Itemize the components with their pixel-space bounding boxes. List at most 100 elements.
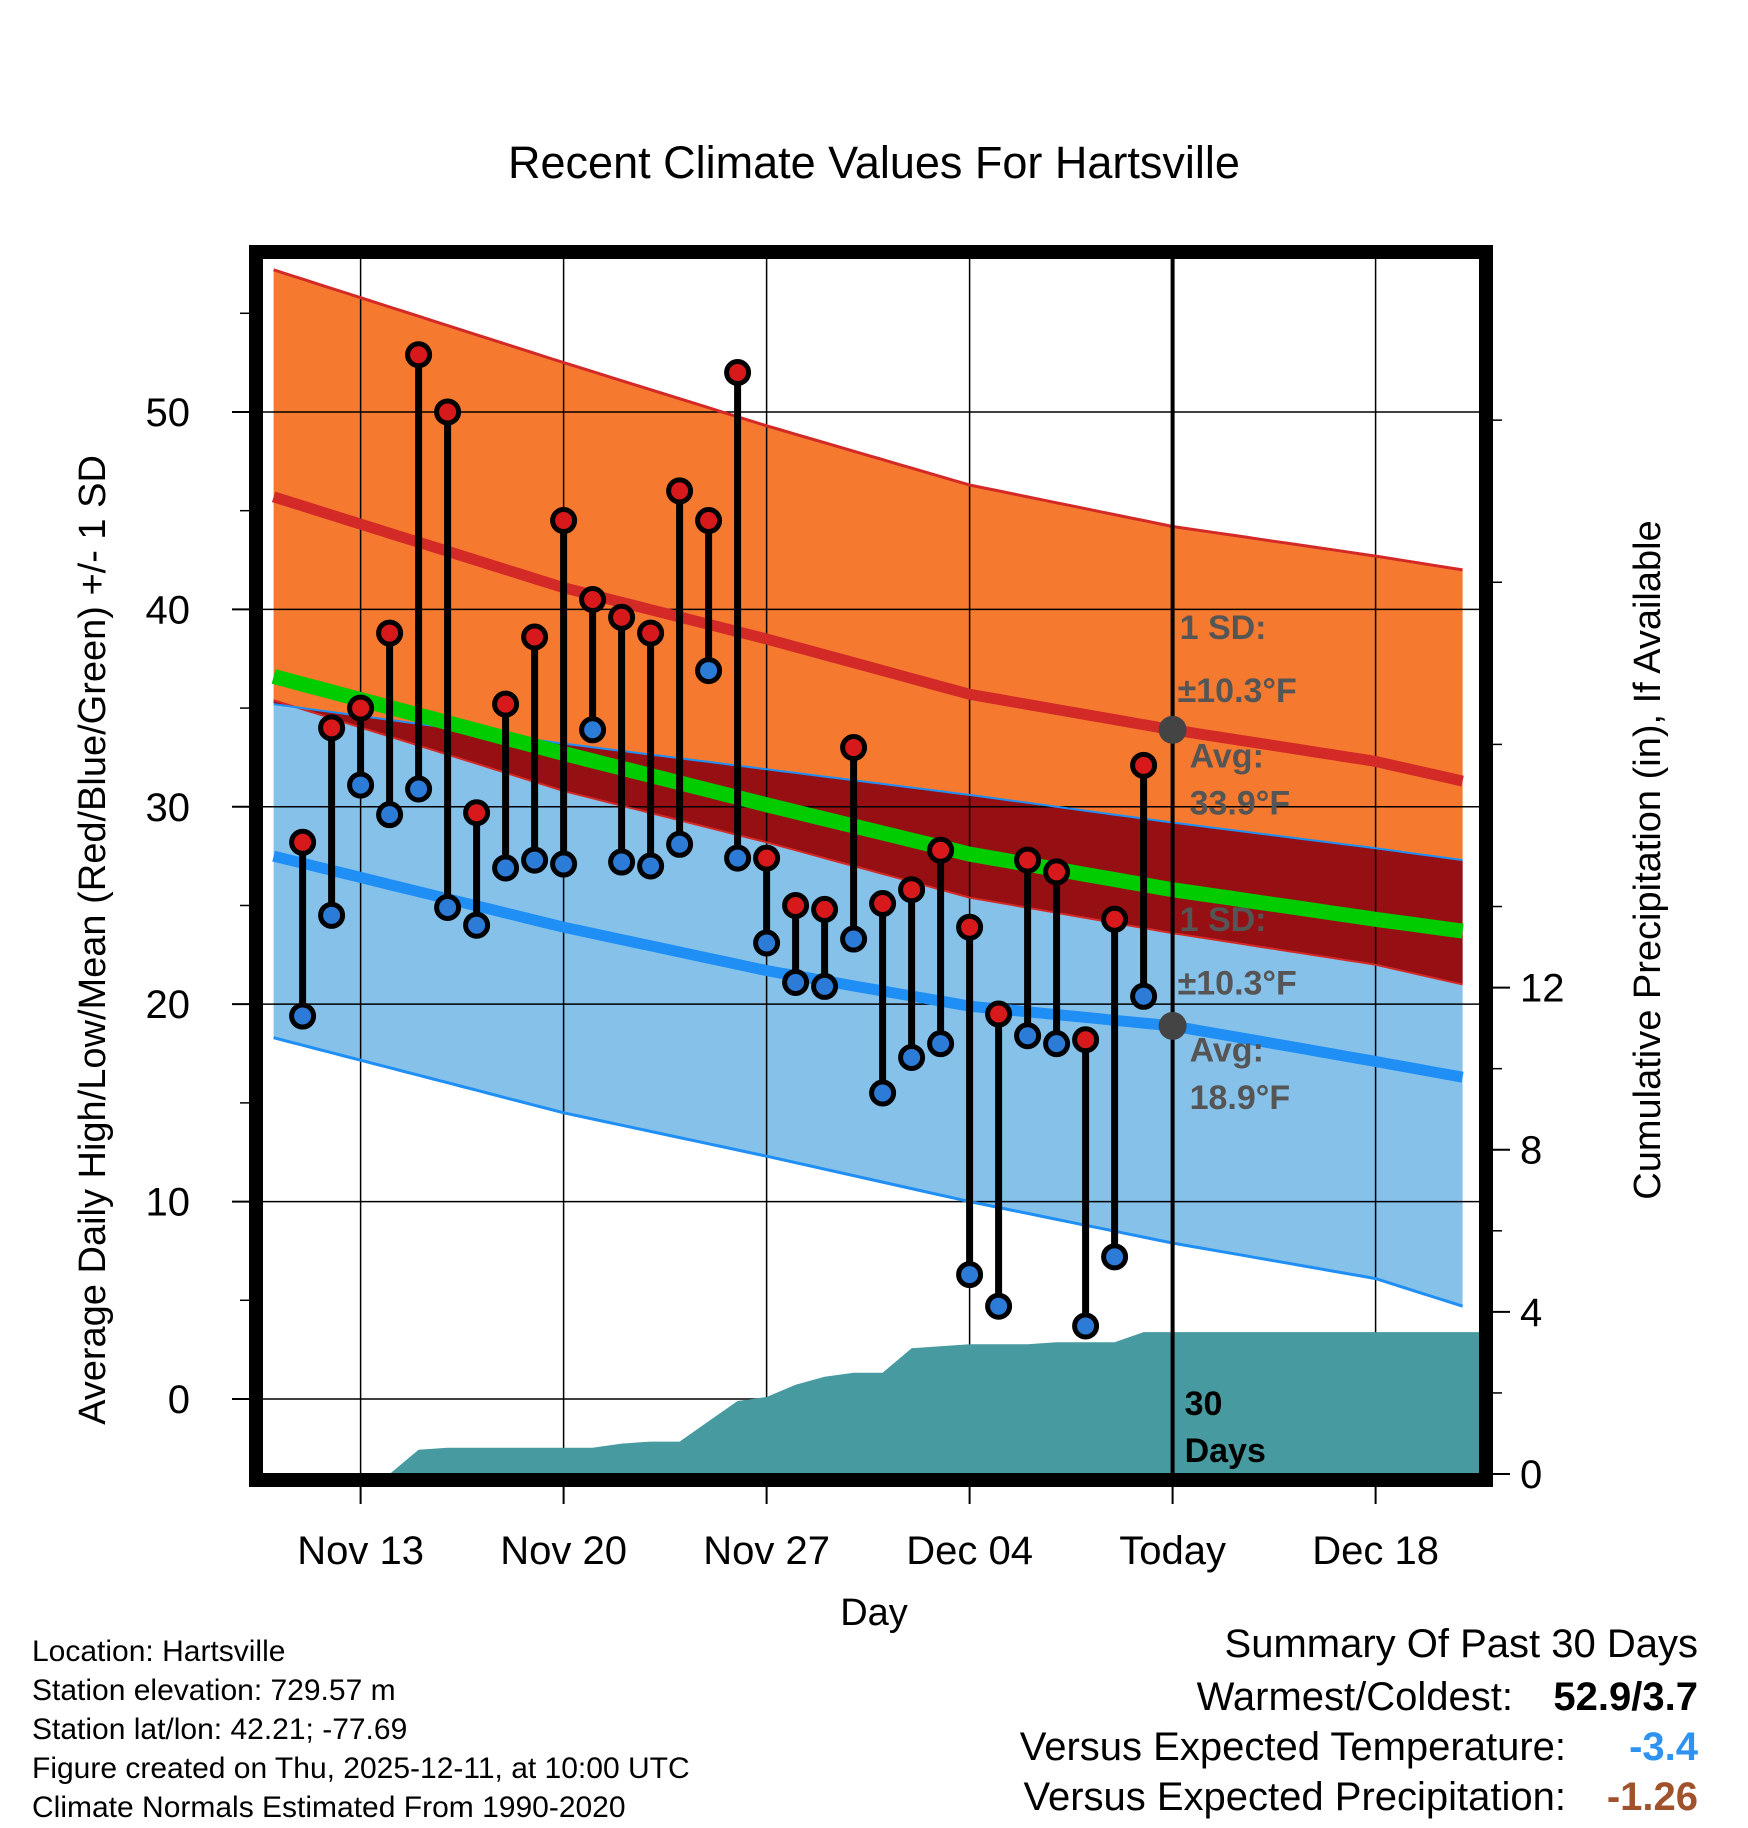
high-point-29 bbox=[1130, 751, 1158, 779]
high-point-14 bbox=[695, 507, 723, 535]
annotation-low-avg-value: 18.9°F bbox=[1190, 1079, 1291, 1117]
high-point-17 bbox=[782, 891, 810, 919]
low-point-13 bbox=[666, 830, 694, 858]
precip-area bbox=[262, 1332, 1480, 1474]
low-point-26 bbox=[1043, 1030, 1071, 1058]
annotation-low-avg-label: Avg: bbox=[1190, 1031, 1264, 1069]
high-point-21 bbox=[898, 876, 926, 904]
x-tick-label-4: Today bbox=[1119, 1529, 1226, 1573]
low-point-24 bbox=[985, 1292, 1013, 1320]
high-point-25 bbox=[1014, 846, 1042, 874]
low-point-20 bbox=[869, 1079, 897, 1107]
info-location: Location: Hartsville bbox=[32, 1635, 286, 1668]
summary-precip-label: Versus Expected Precipitation: bbox=[1023, 1775, 1566, 1819]
high-point-7 bbox=[492, 690, 520, 718]
low-minus-sd-line bbox=[273, 1036, 1464, 1308]
low-point-12 bbox=[637, 852, 665, 880]
low-point-25 bbox=[1014, 1022, 1042, 1050]
high-point-6 bbox=[463, 799, 491, 827]
low-point-11 bbox=[608, 848, 636, 876]
low-point-18 bbox=[811, 972, 839, 1000]
summary-precip-value: -1.26 bbox=[1606, 1775, 1698, 1819]
high-point-1 bbox=[318, 714, 346, 742]
x-tick-label-5: Dec 18 bbox=[1312, 1529, 1439, 1573]
annotation-high-sd-value: ±10.3°F bbox=[1178, 672, 1297, 710]
high-point-13 bbox=[666, 477, 694, 505]
low-point-16 bbox=[753, 929, 781, 957]
low-point-17 bbox=[782, 968, 810, 996]
high-point-9 bbox=[550, 507, 578, 535]
y2-tick-label-1: 4 bbox=[1520, 1291, 1542, 1335]
overlap-band bbox=[273, 700, 1463, 985]
high-point-27 bbox=[1072, 1026, 1100, 1054]
low-point-22 bbox=[927, 1030, 955, 1058]
annotation-high-avg-value: 33.9°F bbox=[1190, 785, 1291, 823]
y-tick-label-2: 20 bbox=[146, 983, 191, 1027]
high-point-24 bbox=[985, 1000, 1013, 1028]
low-point-14 bbox=[695, 657, 723, 685]
annotation-low-sd-value: ±10.3°F bbox=[1178, 964, 1297, 1002]
y-tick-label-3: 30 bbox=[146, 786, 191, 830]
low-point-4 bbox=[405, 775, 433, 803]
plot-frame bbox=[249, 245, 1493, 1487]
high-point-19 bbox=[840, 734, 868, 762]
annotation-low-sd: 1 SD: bbox=[1180, 901, 1267, 939]
low-point-10 bbox=[579, 716, 607, 744]
x-tick-label-2: Nov 27 bbox=[703, 1529, 830, 1573]
low-point-0 bbox=[289, 1002, 317, 1030]
summary-temp-label: Versus Expected Temperature: bbox=[1019, 1725, 1566, 1769]
plot-area: 1 SD: ±10.3°F Avg: 33.9°F 1 SD: ±10.3°F Avg: 18… bbox=[146, 245, 1565, 1573]
low-point-3 bbox=[376, 801, 404, 829]
annotation-days-word: Days bbox=[1185, 1432, 1266, 1470]
low-point-5 bbox=[434, 893, 462, 921]
y-tick-label-0: 0 bbox=[168, 1378, 190, 1422]
summary-title: Summary Of Past 30 Days bbox=[1224, 1622, 1698, 1666]
high-point-15 bbox=[724, 358, 752, 386]
low-point-15 bbox=[724, 844, 752, 872]
low-point-27 bbox=[1072, 1312, 1100, 1340]
high-minus-sd-line bbox=[273, 699, 1463, 986]
summary-warm-label: Warmest/Coldest: bbox=[1196, 1675, 1513, 1719]
high-point-12 bbox=[637, 619, 665, 647]
y-tick-label-5: 50 bbox=[146, 391, 191, 435]
high-point-22 bbox=[927, 836, 955, 864]
high-point-2 bbox=[347, 694, 375, 722]
annotation-high-sd: 1 SD: bbox=[1180, 609, 1267, 647]
y2-tick-label-2: 8 bbox=[1520, 1129, 1542, 1173]
info-elevation: Station elevation: 729.57 m bbox=[32, 1674, 396, 1707]
high-point-3 bbox=[376, 619, 404, 647]
y2-axis-label: Cumulative Precipitation (in), If Availa… bbox=[1627, 520, 1669, 1199]
low-point-9 bbox=[550, 850, 578, 878]
high-sd-band bbox=[273, 269, 1463, 985]
low-point-8 bbox=[521, 846, 549, 874]
high-point-8 bbox=[521, 623, 549, 651]
high-point-5 bbox=[434, 398, 462, 426]
low-point-28 bbox=[1101, 1243, 1129, 1271]
high-point-16 bbox=[753, 844, 781, 872]
high-point-4 bbox=[405, 341, 433, 369]
low-point-7 bbox=[492, 854, 520, 882]
high-point-23 bbox=[956, 913, 984, 941]
y2-tick-label-3: 12 bbox=[1520, 967, 1565, 1011]
info-latlon: Station lat/lon: 42.21; -77.69 bbox=[32, 1713, 408, 1746]
chart-title: Recent Climate Values For Hartsville bbox=[508, 137, 1240, 188]
high-plus-sd-line bbox=[273, 268, 1463, 572]
high-point-20 bbox=[869, 890, 897, 918]
summary-warm-value: 52.9/3.7 bbox=[1553, 1675, 1698, 1719]
today-low-avg-marker bbox=[1158, 1011, 1187, 1040]
low-point-21 bbox=[898, 1043, 926, 1071]
y-axis-label: Average Daily High/Low/Mean (Red/Blue/Gr… bbox=[72, 455, 114, 1425]
normal-low-line bbox=[272, 850, 1464, 1083]
x-tick-label-1: Nov 20 bbox=[500, 1529, 627, 1573]
summary-temp-value: -3.4 bbox=[1629, 1725, 1698, 1769]
high-point-11 bbox=[608, 603, 636, 631]
y-tick-label-1: 10 bbox=[146, 1181, 191, 1225]
normal-high-line bbox=[271, 491, 1464, 787]
low-point-23 bbox=[956, 1261, 984, 1289]
high-point-10 bbox=[579, 586, 607, 614]
x-tick-label-3: Dec 04 bbox=[906, 1529, 1033, 1573]
low-point-1 bbox=[318, 901, 346, 929]
info-created: Figure created on Thu, 2025-12-11, at 10… bbox=[32, 1752, 690, 1785]
x-tick-label-0: Nov 13 bbox=[297, 1529, 424, 1573]
